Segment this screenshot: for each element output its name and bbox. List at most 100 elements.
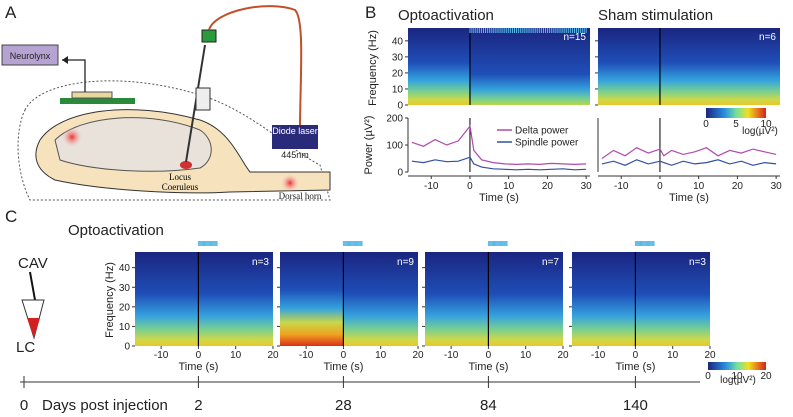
- y-tick-label: 30: [119, 283, 131, 294]
- x-tick-label: 30: [771, 181, 783, 192]
- panel-label: A: [5, 3, 17, 22]
- y-tick-label: 0: [124, 342, 130, 353]
- x-tick-label: -10: [154, 350, 169, 361]
- timeline-day: 28: [335, 397, 352, 414]
- x-tick-label: -10: [591, 350, 606, 361]
- panel-label: B: [365, 3, 376, 22]
- x-axis-label: Time (s): [615, 361, 655, 373]
- colorbar: [708, 362, 766, 370]
- x-tick-label: 10: [520, 350, 532, 361]
- power-line: [411, 124, 587, 166]
- x-tick-label: 0: [341, 350, 347, 361]
- timeline-day: 140: [623, 397, 648, 414]
- recorder-label: Neurolynx: [10, 51, 51, 61]
- laser-label: Diode laser: [272, 126, 318, 136]
- x-tick-label: -10: [614, 181, 629, 192]
- legend-label: Delta power: [515, 126, 569, 137]
- panel-label: C: [5, 207, 17, 226]
- x-tick-label: -10: [299, 350, 314, 361]
- x-axis-label: Time (s): [479, 192, 519, 204]
- x-tick-label: 10: [230, 350, 242, 361]
- colorbar-tick-label: 0: [705, 371, 711, 382]
- timeline-day: 84: [480, 397, 497, 414]
- colorbar-tick-label: 10: [760, 119, 772, 130]
- x-tick-label: 20: [732, 181, 744, 192]
- x-tick-label: 0: [467, 181, 473, 192]
- y-tick-label: 200: [386, 114, 403, 125]
- x-tick-label: 0: [486, 350, 492, 361]
- colorbar-tick-label: 20: [760, 371, 772, 382]
- spectrogram-post: [635, 252, 710, 346]
- colorbar-tick-label: 10: [731, 371, 743, 382]
- spectrogram-post: [488, 252, 563, 346]
- x-tick-label: 20: [704, 350, 716, 361]
- spectrogram-post: [198, 252, 273, 346]
- x-tick-label: 0: [633, 350, 639, 361]
- x-tick-label: -10: [444, 350, 459, 361]
- mouse-illustration: [1, 5, 331, 201]
- power-line: [601, 147, 777, 159]
- x-tick-label: 30: [581, 181, 593, 192]
- wavelength-label: 445nm: [281, 150, 309, 160]
- colorbar: [706, 108, 766, 118]
- spectrogram-post: [469, 28, 590, 105]
- x-tick-label: 10: [693, 181, 705, 192]
- x-tick-label: 20: [267, 350, 279, 361]
- x-tick-label: 20: [542, 181, 554, 192]
- y-tick-label: 10: [119, 322, 131, 333]
- n-label: n=3: [689, 257, 706, 268]
- x-tick-label: 10: [667, 350, 679, 361]
- panel-title: Optoactivation: [68, 222, 164, 239]
- n-label: n=9: [397, 257, 414, 268]
- timeline-label: Days post injection: [42, 397, 168, 414]
- power-line: [411, 156, 587, 171]
- colorbar-tick-label: 5: [733, 119, 739, 130]
- x-tick-label: -10: [424, 181, 439, 192]
- colorbar-label: log(µV²): [720, 375, 756, 386]
- y-tick-label: 40: [392, 36, 404, 47]
- n-label: n=15: [563, 32, 586, 43]
- n-label: n=6: [759, 32, 776, 43]
- region-box: Locus Coeruleus: [161, 172, 199, 192]
- y-tick-label: 20: [119, 302, 131, 313]
- x-tick-label: 20: [412, 350, 424, 361]
- vessel-label: CAV: [18, 255, 48, 272]
- y-tick-label: 100: [386, 141, 403, 152]
- timeline-day: 2: [194, 397, 202, 414]
- region-label: LC: [16, 339, 35, 356]
- x-axis-label: Time (s): [178, 361, 218, 373]
- pipette: [21, 271, 45, 340]
- colorbar-tick-label: 0: [703, 119, 709, 130]
- x-axis-label: Time (s): [323, 361, 363, 373]
- x-axis-label: Time (s): [669, 192, 709, 204]
- x-tick-label: 10: [375, 350, 387, 361]
- x-axis-label: Time (s): [468, 361, 508, 373]
- y-tick-label: 20: [392, 68, 404, 79]
- y-axis-label: Frequency (Hz): [367, 30, 379, 106]
- y-axis-label: Frequency (Hz): [104, 262, 116, 338]
- y-tick-label: 0: [397, 101, 403, 112]
- x-tick-label: 0: [196, 350, 202, 361]
- panel-title: Optoactivation: [398, 7, 494, 24]
- spectrogram-post: [343, 252, 418, 346]
- region-label: Locus Coeruleus: [161, 172, 199, 192]
- y-tick-label: 30: [392, 52, 404, 63]
- power-line: [601, 159, 777, 166]
- x-tick-label: 10: [503, 181, 515, 192]
- y-tick-label: 0: [397, 168, 403, 179]
- colorbar-label: log(µV²): [742, 126, 778, 137]
- spectrogram: [598, 28, 780, 105]
- y-axis-label: Power (µV²): [363, 116, 375, 175]
- n-label: n=3: [252, 257, 269, 268]
- timeline-start: 0: [20, 397, 28, 414]
- x-tick-label: 0: [657, 181, 663, 192]
- y-tick-label: 10: [392, 84, 404, 95]
- target-label: Dorsal horn: [279, 191, 322, 201]
- y-tick-label: 40: [119, 263, 131, 274]
- x-tick-label: 20: [557, 350, 569, 361]
- panel-title: Sham stimulation: [598, 7, 713, 24]
- legend-label: Spindle power: [515, 138, 579, 149]
- n-label: n=7: [542, 257, 559, 268]
